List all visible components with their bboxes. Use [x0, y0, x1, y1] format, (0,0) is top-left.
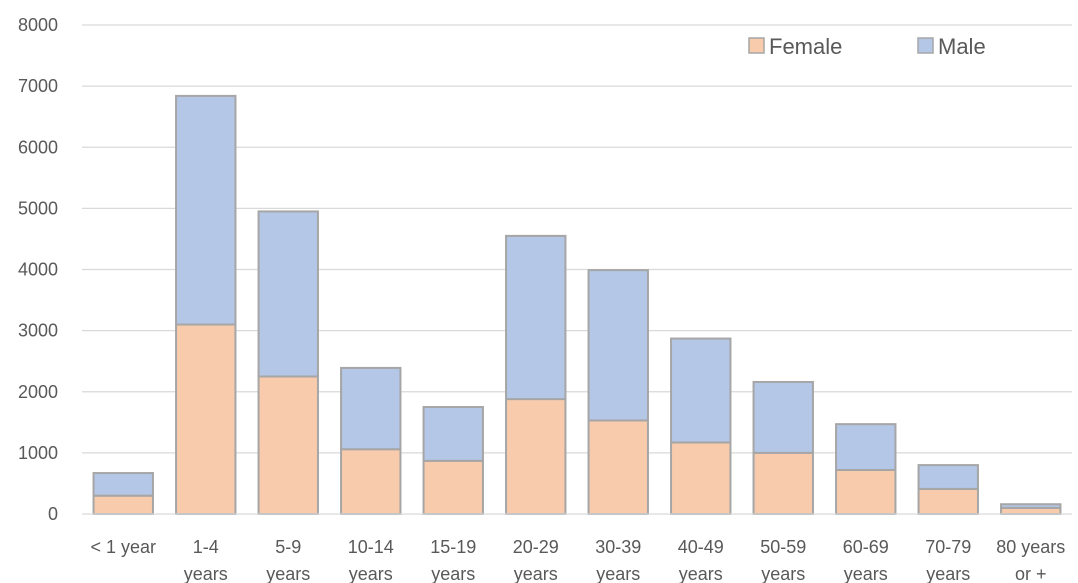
bar-male-segment — [175, 94, 237, 326]
bar-male-segment — [257, 210, 319, 378]
y-axis-ticks: 0 1000 2000 3000 4000 5000 6000 7000 8000 — [18, 15, 58, 524]
bar-female-segment — [505, 398, 567, 515]
y-tick-label: 0 — [48, 504, 58, 524]
bar-female-segment — [835, 468, 897, 515]
y-tick-label: 8000 — [18, 15, 58, 35]
legend-label-female: Female — [769, 34, 842, 59]
x-category-label-line: or + — [1015, 564, 1047, 583]
x-category-label-line: years — [266, 564, 310, 583]
y-tick-label: 3000 — [18, 321, 58, 341]
legend: Female Male — [748, 34, 986, 59]
x-category-label-line: years — [431, 564, 475, 583]
legend-swatch-female — [748, 37, 765, 54]
y-tick-label: 1000 — [18, 443, 58, 463]
x-category-label-line: years — [184, 564, 228, 583]
x-category-label-line: < 1 year — [90, 537, 156, 557]
x-category-label-line: 60-69 — [843, 537, 889, 557]
bar-male-segment — [422, 406, 484, 462]
x-category-label-line: 5-9 — [275, 537, 301, 557]
legend-label-male: Male — [938, 34, 986, 59]
x-category-label: 10-14 years — [348, 537, 394, 583]
x-category-label-line: 30-39 — [595, 537, 641, 557]
y-tick-label: 7000 — [18, 76, 58, 96]
bar-male-segment — [587, 269, 649, 422]
x-category-label-line: 80 years — [996, 537, 1065, 557]
x-category-label-line: 40-49 — [678, 537, 724, 557]
bar-male-segment — [505, 234, 567, 401]
gridlines — [82, 24, 1072, 454]
x-category-label: 1-4 years — [184, 537, 228, 583]
x-category-label: 20-29 years — [513, 537, 559, 583]
bar-female-segment — [587, 419, 649, 516]
x-category-label-line: years — [926, 564, 970, 583]
x-category-label-line: 50-59 — [760, 537, 806, 557]
x-category-label-line: 15-19 — [430, 537, 476, 557]
bar-female-segment — [752, 451, 814, 515]
bars — [92, 94, 1062, 516]
x-category-label-line: 1-4 — [193, 537, 219, 557]
bar-male-segment — [917, 464, 979, 490]
x-category-label-line: years — [349, 564, 393, 583]
bar-male-segment — [670, 337, 732, 444]
bar-female-segment — [422, 459, 484, 516]
x-category-label: < 1 year — [90, 537, 156, 557]
x-category-label-line: 70-79 — [925, 537, 971, 557]
y-tick-label: 5000 — [18, 198, 58, 218]
bar-female-segment — [670, 441, 732, 516]
x-category-label: 40-49 years — [678, 537, 724, 583]
x-category-label-line: years — [844, 564, 888, 583]
y-tick-label: 6000 — [18, 137, 58, 157]
bar-male-segment — [835, 423, 897, 471]
x-category-label-line: years — [679, 564, 723, 583]
x-category-label: 80 years or + — [996, 537, 1065, 583]
bar-female-segment — [175, 323, 237, 516]
x-category-label: 60-69 years — [843, 537, 889, 583]
bar-female-segment — [340, 448, 402, 515]
x-category-label-line: 20-29 — [513, 537, 559, 557]
x-category-label-line: years — [761, 564, 805, 583]
y-tick-label: 2000 — [18, 382, 58, 402]
bar-female-segment — [257, 375, 319, 515]
x-category-label: 50-59 years — [760, 537, 806, 583]
bar-male-segment — [92, 472, 154, 497]
x-category-label-line: years — [596, 564, 640, 583]
x-axis-categories: < 1 year 1-4 years 5-9 years 10-14 years 15-19 y… — [90, 537, 1065, 583]
bar-female-segment — [917, 487, 979, 516]
y-tick-label: 4000 — [18, 260, 58, 280]
bar-male-segment — [1000, 503, 1062, 509]
x-category-label: 30-39 years — [595, 537, 641, 583]
legend-swatch-male — [917, 37, 934, 54]
bar-male-segment — [752, 380, 814, 454]
x-category-label: 15-19 years — [430, 537, 476, 583]
bar-female-segment — [92, 494, 154, 516]
x-category-label: 70-79 years — [925, 537, 971, 583]
x-category-label: 5-9 years — [266, 537, 310, 583]
bar-male-segment — [340, 366, 402, 451]
x-category-label-line: 10-14 — [348, 537, 394, 557]
x-category-label-line: years — [514, 564, 558, 583]
